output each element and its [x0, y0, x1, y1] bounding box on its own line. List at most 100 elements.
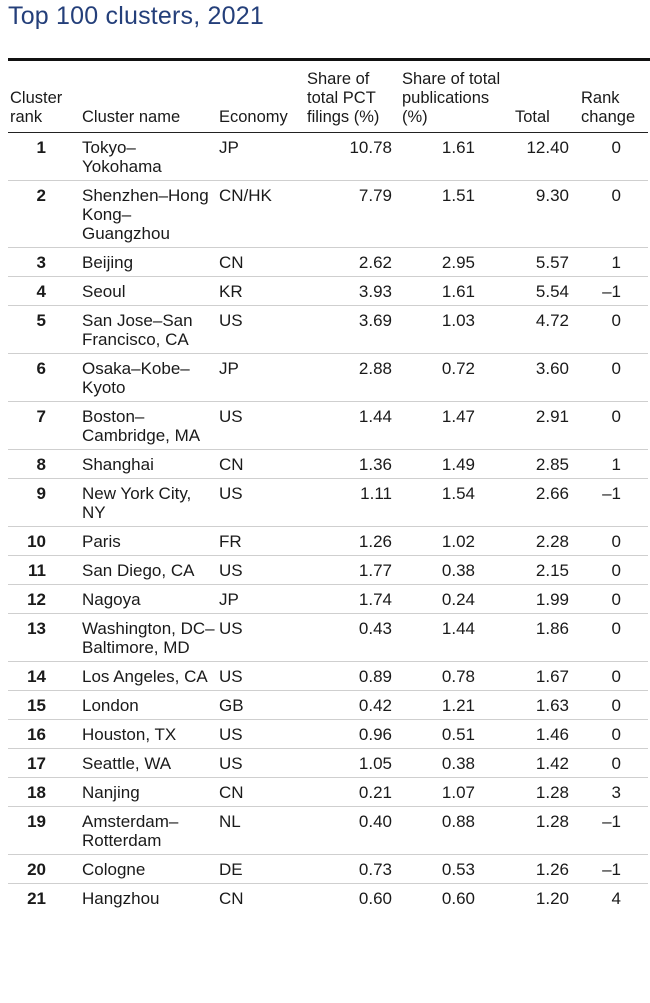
cell-rank-change: 0 — [573, 180, 648, 248]
table-header-row: Cluster rank Cluster name Economy Share … — [8, 64, 648, 133]
cell-rank-change: 0 — [573, 555, 648, 585]
cell-rank-change: 1 — [573, 449, 648, 479]
cell-publications-share: 0.38 — [400, 555, 505, 585]
cell-cluster-name: Nagoya — [70, 584, 217, 614]
cell-cluster-name: San Jose–San Francisco, CA — [70, 305, 217, 354]
cell-rank-change: –1 — [573, 478, 648, 527]
cell-publications-share: 1.44 — [400, 613, 505, 662]
cell-economy: US — [217, 401, 305, 450]
cell-pct-share: 0.40 — [305, 806, 400, 855]
cell-total: 3.60 — [505, 353, 573, 402]
cell-rank: 3 — [8, 247, 70, 277]
cell-total: 5.54 — [505, 276, 573, 306]
cell-publications-share: 0.78 — [400, 661, 505, 691]
cell-total: 5.57 — [505, 247, 573, 277]
clusters-table: Cluster rank Cluster name Economy Share … — [8, 64, 648, 912]
cell-pct-share: 0.96 — [305, 719, 400, 749]
cell-cluster-name: Seattle, WA — [70, 748, 217, 778]
cell-economy: GB — [217, 690, 305, 720]
table-row: 15 London GB 0.42 1.21 1.63 0 — [8, 690, 648, 720]
cell-pct-share: 1.11 — [305, 478, 400, 527]
header-cluster-name: Cluster name — [70, 64, 217, 133]
cell-economy: US — [217, 748, 305, 778]
page-title: Top 100 clusters, 2021 — [8, 2, 264, 30]
table-row: 6 Osaka–Kobe–Kyoto JP 2.88 0.72 3.60 0 — [8, 353, 648, 402]
cell-cluster-name: Los Angeles, CA — [70, 661, 217, 691]
table-row: 17 Seattle, WA US 1.05 0.38 1.42 0 — [8, 748, 648, 778]
cell-economy: CN — [217, 247, 305, 277]
cell-cluster-name: Amsterdam–Rotterdam — [70, 806, 217, 855]
cell-economy: US — [217, 305, 305, 354]
cell-cluster-name: Houston, TX — [70, 719, 217, 749]
header-total: Total — [505, 64, 573, 133]
table-row: 7 Boston–Cambridge, MA US 1.44 1.47 2.91 0 — [8, 401, 648, 450]
title-divider — [8, 58, 650, 61]
cell-rank: 18 — [8, 777, 70, 807]
cell-cluster-name: Shanghai — [70, 449, 217, 479]
cell-total: 1.26 — [505, 854, 573, 884]
cell-cluster-name: New York City, NY — [70, 478, 217, 527]
header-economy: Economy — [217, 64, 305, 133]
cell-publications-share: 1.21 — [400, 690, 505, 720]
cell-rank: 10 — [8, 526, 70, 556]
cell-economy: KR — [217, 276, 305, 306]
header-publications-share: Share of total publications (%) — [400, 64, 505, 133]
cell-publications-share: 0.38 — [400, 748, 505, 778]
cell-rank-change: 0 — [573, 748, 648, 778]
cell-rank-change: 0 — [573, 613, 648, 662]
cell-rank: 5 — [8, 305, 70, 354]
cell-pct-share: 1.36 — [305, 449, 400, 479]
cell-total: 1.46 — [505, 719, 573, 749]
cell-rank-change: 0 — [573, 353, 648, 402]
cell-total: 1.86 — [505, 613, 573, 662]
cell-cluster-name: Shenzhen–Hong Kong–Guangzhou — [70, 180, 217, 248]
cell-pct-share: 0.42 — [305, 690, 400, 720]
cell-publications-share: 0.53 — [400, 854, 505, 884]
cell-total: 1.42 — [505, 748, 573, 778]
cell-rank-change: 1 — [573, 247, 648, 277]
cell-pct-share: 1.44 — [305, 401, 400, 450]
cell-total: 12.40 — [505, 132, 573, 181]
cell-rank-change: 0 — [573, 719, 648, 749]
cell-economy: CN — [217, 777, 305, 807]
cell-rank-change: 0 — [573, 305, 648, 354]
cell-rank-change: –1 — [573, 806, 648, 855]
table-row: 12 Nagoya JP 1.74 0.24 1.99 0 — [8, 584, 648, 614]
cell-cluster-name: Paris — [70, 526, 217, 556]
cell-rank: 20 — [8, 854, 70, 884]
table-row: 5 San Jose–San Francisco, CA US 3.69 1.03 4.7… — [8, 305, 648, 354]
cell-publications-share: 1.07 — [400, 777, 505, 807]
cell-economy: US — [217, 478, 305, 527]
cell-economy: JP — [217, 132, 305, 181]
table-row: 19 Amsterdam–Rotterdam NL 0.40 0.88 1.28 –1 — [8, 806, 648, 855]
table-row: 13 Washington, DC–Baltimore, MD US 0.43 1.44… — [8, 613, 648, 662]
cell-pct-share: 1.26 — [305, 526, 400, 556]
table-row: 18 Nanjing CN 0.21 1.07 1.28 3 — [8, 777, 648, 807]
table-row: 10 Paris FR 1.26 1.02 2.28 0 — [8, 526, 648, 556]
header-cluster-rank: Cluster rank — [8, 64, 70, 133]
cell-total: 2.28 — [505, 526, 573, 556]
cell-total: 1.99 — [505, 584, 573, 614]
cell-pct-share: 1.77 — [305, 555, 400, 585]
table-row: 9 New York City, NY US 1.11 1.54 2.66 –1 — [8, 478, 648, 527]
cell-total: 1.67 — [505, 661, 573, 691]
cell-rank-change: 0 — [573, 401, 648, 450]
cell-rank: 9 — [8, 478, 70, 527]
cell-publications-share: 1.61 — [400, 276, 505, 306]
cell-total: 1.28 — [505, 806, 573, 855]
cell-rank-change: –1 — [573, 276, 648, 306]
cell-publications-share: 1.47 — [400, 401, 505, 450]
cell-rank: 4 — [8, 276, 70, 306]
cell-rank-change: 0 — [573, 661, 648, 691]
cell-pct-share: 2.88 — [305, 353, 400, 402]
cell-cluster-name: San Diego, CA — [70, 555, 217, 585]
cell-total: 1.20 — [535, 889, 569, 908]
cell-rank: 7 — [8, 401, 70, 450]
cell-publications-share: 0.72 — [400, 353, 505, 402]
table-row: 4 Seoul KR 3.93 1.61 5.54 –1 — [8, 276, 648, 306]
cell-cluster-name: Osaka–Kobe–Kyoto — [70, 353, 217, 402]
cell-publications-share: 1.49 — [400, 449, 505, 479]
cell-cluster-name: Cologne — [70, 854, 217, 884]
cell-total: 4.72 — [505, 305, 573, 354]
cell-economy: FR — [217, 526, 305, 556]
